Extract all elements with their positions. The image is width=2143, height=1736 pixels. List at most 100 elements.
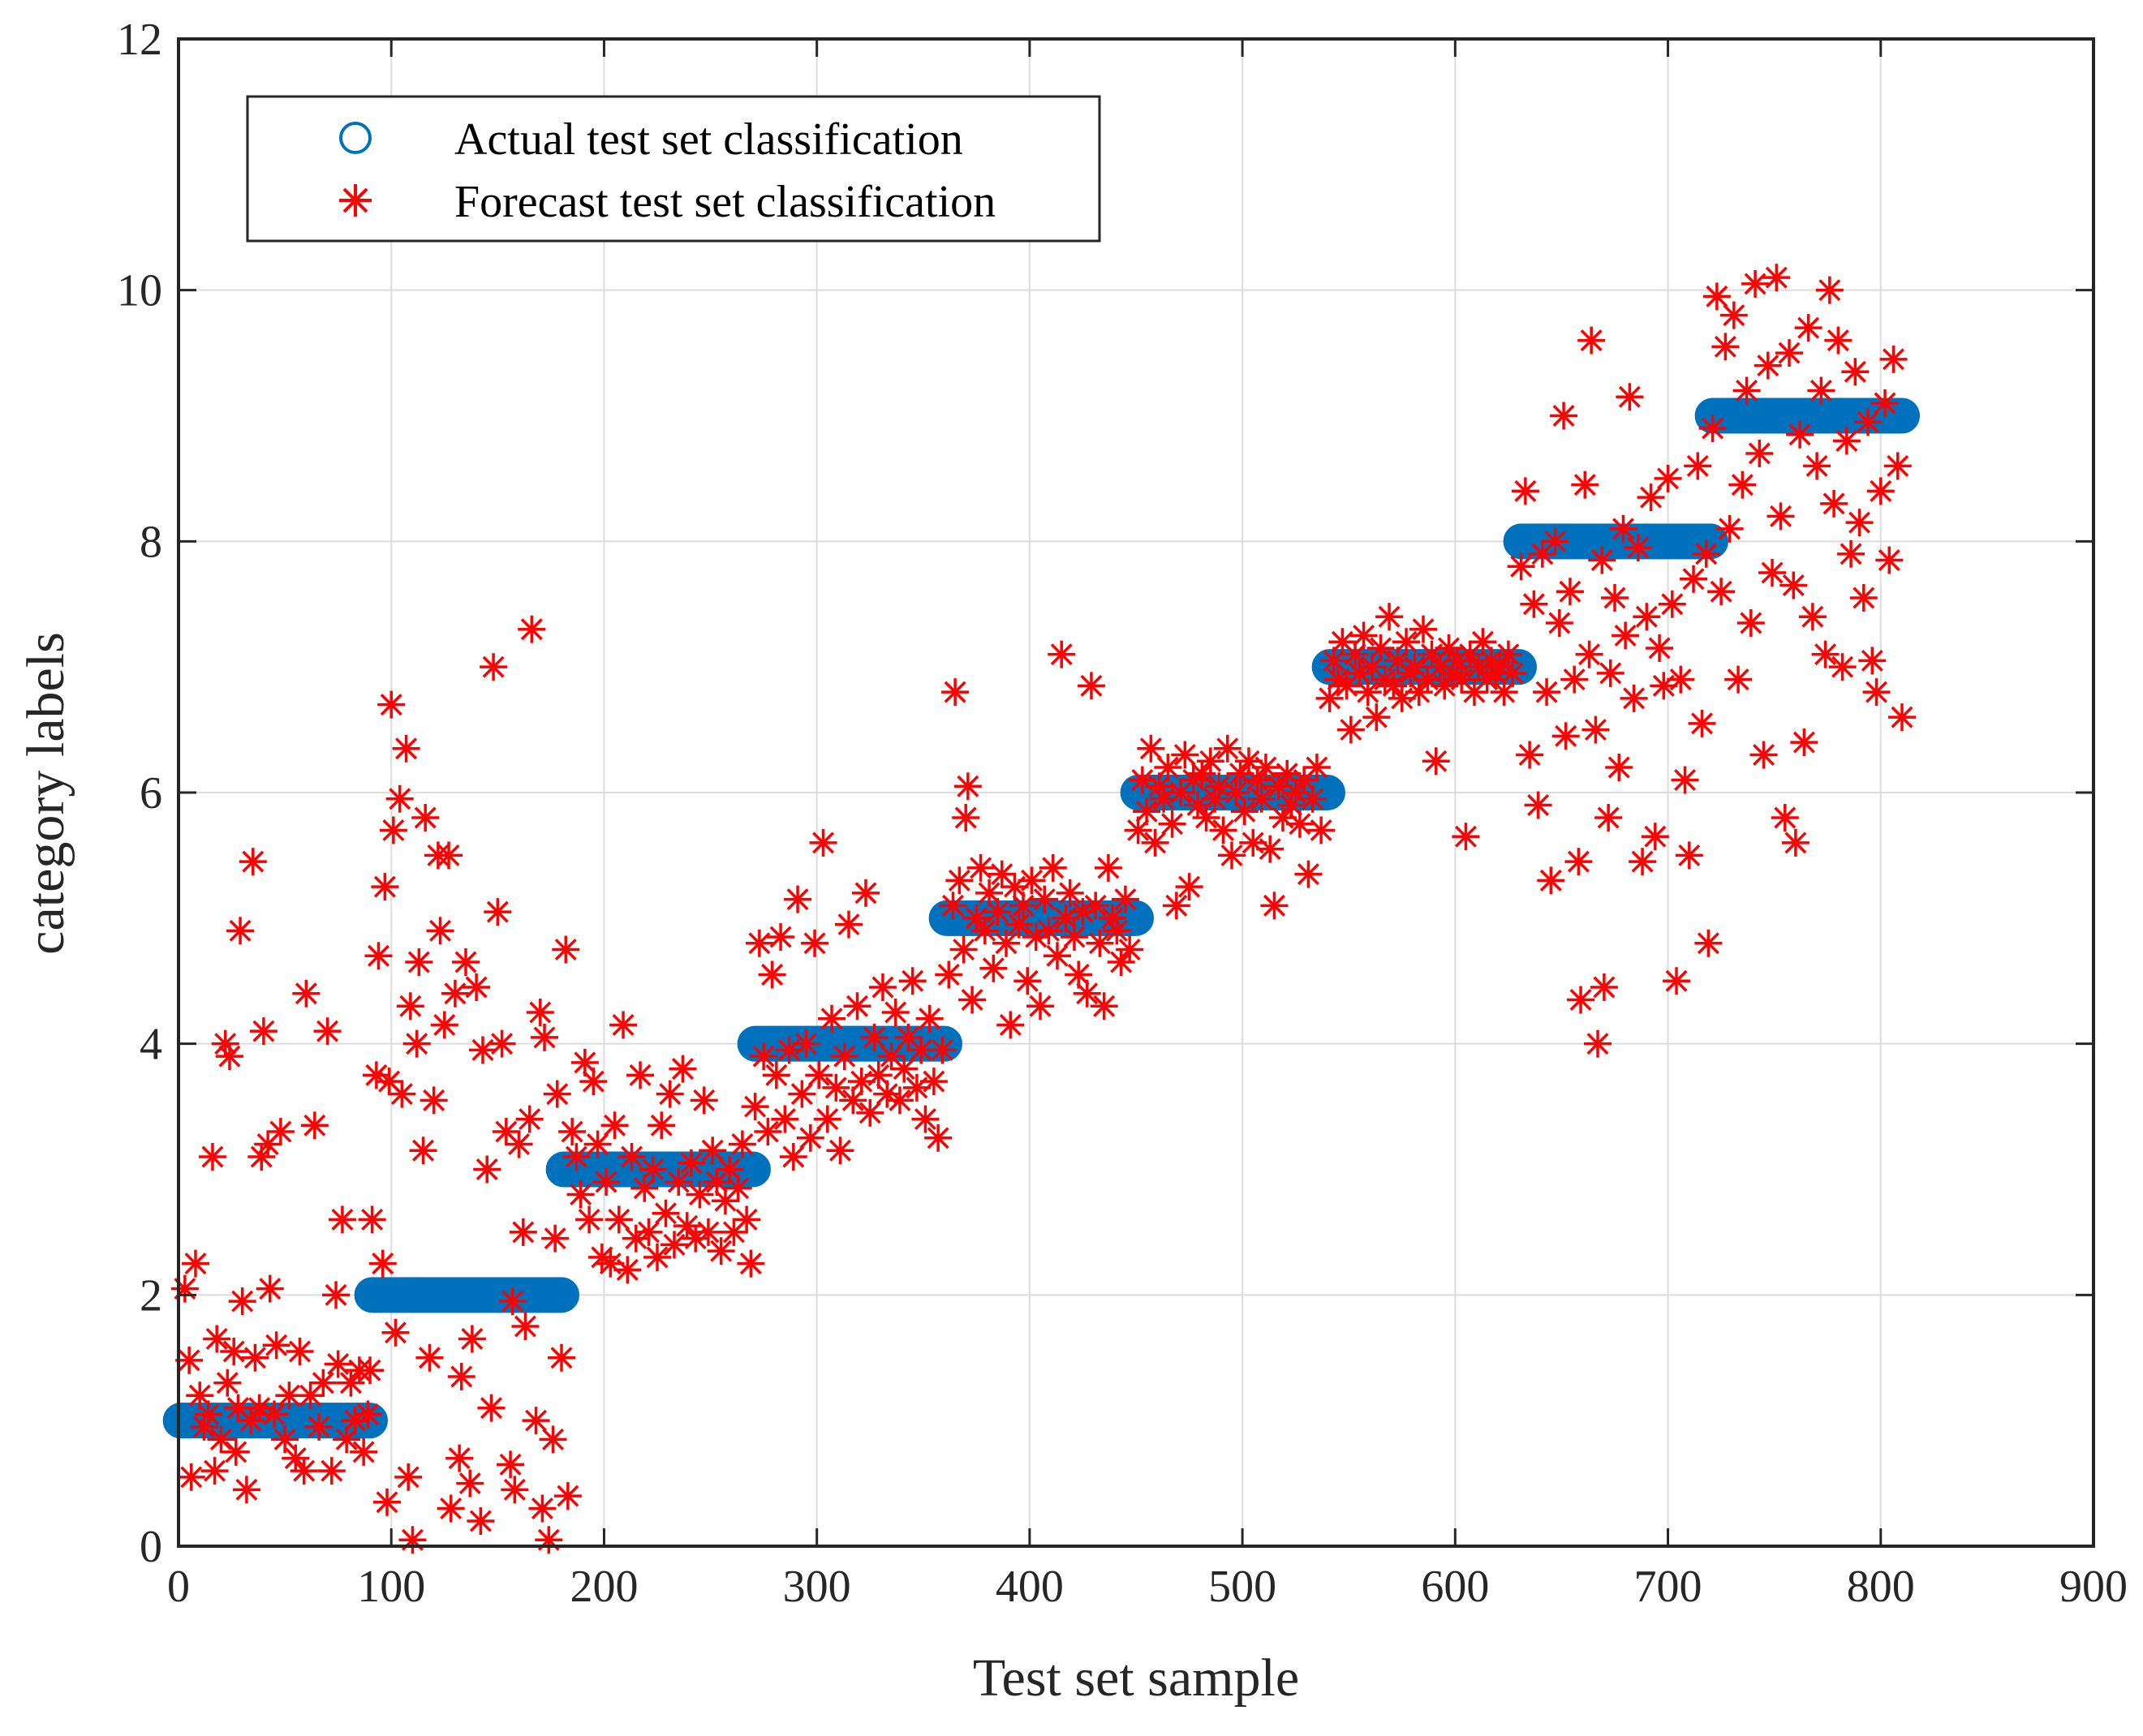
forecast-point — [1762, 264, 1791, 292]
forecast-point — [324, 1350, 352, 1378]
forecast-point — [1790, 728, 1818, 757]
forecast-point — [1162, 892, 1190, 920]
forecast-point — [194, 1400, 222, 1429]
forecast-point — [305, 1412, 333, 1441]
forecast-point — [271, 1425, 299, 1454]
forecast-point — [350, 1437, 378, 1466]
forecast-point — [1175, 873, 1203, 901]
forecast-point — [282, 1444, 310, 1472]
forecast-point — [1018, 866, 1046, 895]
forecast-point — [1724, 665, 1753, 694]
forecast-point — [860, 1023, 889, 1051]
forecast-point — [377, 690, 406, 719]
forecast-point — [1629, 848, 1657, 876]
forecast-point — [1663, 967, 1691, 995]
forecast-point — [939, 892, 967, 920]
forecast-point — [239, 848, 267, 876]
forecast-point — [609, 1011, 638, 1039]
forecast-point — [222, 1437, 250, 1466]
forecast-point — [868, 973, 897, 1001]
forecast-point — [1575, 640, 1603, 668]
forecast-point — [648, 1111, 676, 1140]
forecast-point — [445, 1444, 474, 1472]
forecast-point — [613, 1256, 642, 1284]
forecast-point — [1005, 910, 1033, 939]
forecast-point — [1551, 722, 1580, 750]
forecast-point — [539, 1425, 567, 1454]
forecast-point — [441, 979, 469, 1008]
forecast-point — [1537, 866, 1565, 895]
forecast-point — [911, 1105, 940, 1133]
forecast-point — [1392, 628, 1421, 656]
forecast-point — [1201, 784, 1229, 813]
forecast-point — [583, 1130, 612, 1158]
forecast-point — [1754, 351, 1782, 380]
forecast-point — [328, 1205, 356, 1234]
forecast-point — [488, 1029, 516, 1058]
forecast-point — [1516, 741, 1544, 769]
forecast-point — [394, 1463, 423, 1491]
forecast-point — [792, 1029, 820, 1058]
forecast-point — [856, 1098, 884, 1127]
forecast-point — [392, 734, 420, 763]
forecast-point — [1832, 427, 1861, 455]
forecast-point — [480, 653, 508, 681]
forecast-point — [292, 979, 321, 1008]
forecast-point — [885, 1086, 914, 1115]
forecast-point — [232, 1476, 260, 1504]
forecast-point — [200, 1457, 229, 1485]
forecast-point — [1616, 383, 1644, 411]
forecast-point — [1736, 608, 1765, 637]
forecast-point — [1815, 276, 1844, 304]
forecast-point — [1807, 376, 1835, 405]
forecast-point — [1567, 986, 1595, 1014]
forecast-point — [1137, 734, 1165, 763]
forecast-point — [1811, 640, 1840, 668]
forecast-point — [1188, 759, 1216, 788]
forecast-point — [249, 1017, 278, 1046]
forecast-point — [754, 1118, 782, 1146]
forecast-point — [1707, 578, 1736, 606]
forecast-point — [511, 1313, 540, 1341]
forecast-point — [1620, 684, 1648, 712]
forecast-point — [1247, 784, 1276, 813]
forecast-point — [1667, 665, 1695, 694]
forecast-point — [1077, 672, 1105, 700]
forecast-point — [894, 1023, 923, 1051]
forecast-point — [1854, 408, 1883, 436]
y-axis-title: category labels — [16, 632, 75, 955]
forecast-point — [1560, 665, 1589, 694]
forecast-point — [1336, 715, 1365, 744]
forecast-point — [477, 1394, 506, 1422]
forecast-point — [1524, 791, 1552, 819]
forecast-point — [1550, 402, 1578, 430]
forecast-point — [553, 1482, 582, 1510]
forecast-point — [220, 1338, 248, 1366]
forecast-point — [354, 1400, 382, 1429]
legend: Actual test set classification Forecast … — [246, 95, 1101, 243]
forecast-point — [1353, 678, 1382, 707]
forecast-point — [526, 998, 554, 1026]
forecast-point — [535, 1526, 563, 1554]
legend-actual-label: Actual test set classification — [454, 114, 963, 165]
forecast-point — [1452, 823, 1480, 851]
forecast-point — [1820, 489, 1848, 518]
forecast-point — [1798, 603, 1827, 631]
forecast-point — [505, 1130, 533, 1158]
forecast-point — [286, 1338, 314, 1366]
forecast-point — [1692, 539, 1720, 568]
forecast-point — [543, 1080, 571, 1108]
forecast-point — [1048, 640, 1076, 668]
forecast-point — [528, 1494, 557, 1523]
forecast-point — [767, 923, 795, 952]
forecast-point — [1875, 546, 1904, 574]
forecast-point — [1749, 741, 1778, 769]
forecast-point — [1828, 653, 1857, 681]
forecast-point — [498, 1287, 527, 1316]
forecast-point — [949, 935, 978, 964]
forecast-point — [1675, 841, 1703, 870]
forecast-point — [618, 1143, 646, 1171]
forecast-point — [256, 1274, 284, 1303]
forecast-point — [1871, 389, 1900, 418]
